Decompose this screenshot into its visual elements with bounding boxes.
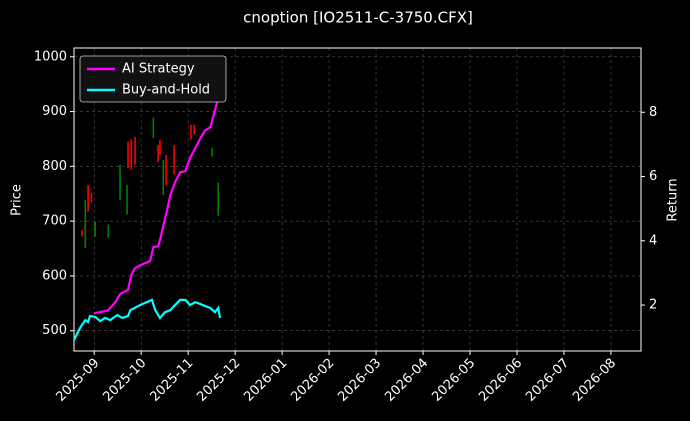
y2-axis-label: Return bbox=[666, 178, 681, 221]
y-tick-label: 900 bbox=[42, 104, 67, 119]
return-line bbox=[73, 298, 222, 341]
y-tick-label: 1000 bbox=[34, 49, 67, 64]
y-tick-label: 600 bbox=[42, 268, 67, 283]
y2-tick-label: 8 bbox=[649, 105, 657, 120]
return-line bbox=[94, 90, 222, 315]
legend-box bbox=[79, 55, 227, 103]
y-tick-label: 700 bbox=[42, 214, 67, 229]
y2-tick-label: 4 bbox=[649, 233, 657, 248]
legend-label: Buy-and-Hold bbox=[122, 83, 210, 98]
y2-tick-label: 6 bbox=[649, 169, 657, 184]
y-tick-label: 500 bbox=[42, 323, 67, 338]
y-axis-label: Price bbox=[10, 184, 25, 216]
y-tick-label: 800 bbox=[42, 159, 67, 174]
y2-tick-label: 2 bbox=[649, 298, 657, 313]
chart-title: cnoption [IO2511-C-3750.CFX] bbox=[243, 9, 473, 27]
legend-label: AI Strategy bbox=[122, 62, 195, 77]
plot-frame bbox=[73, 47, 642, 352]
